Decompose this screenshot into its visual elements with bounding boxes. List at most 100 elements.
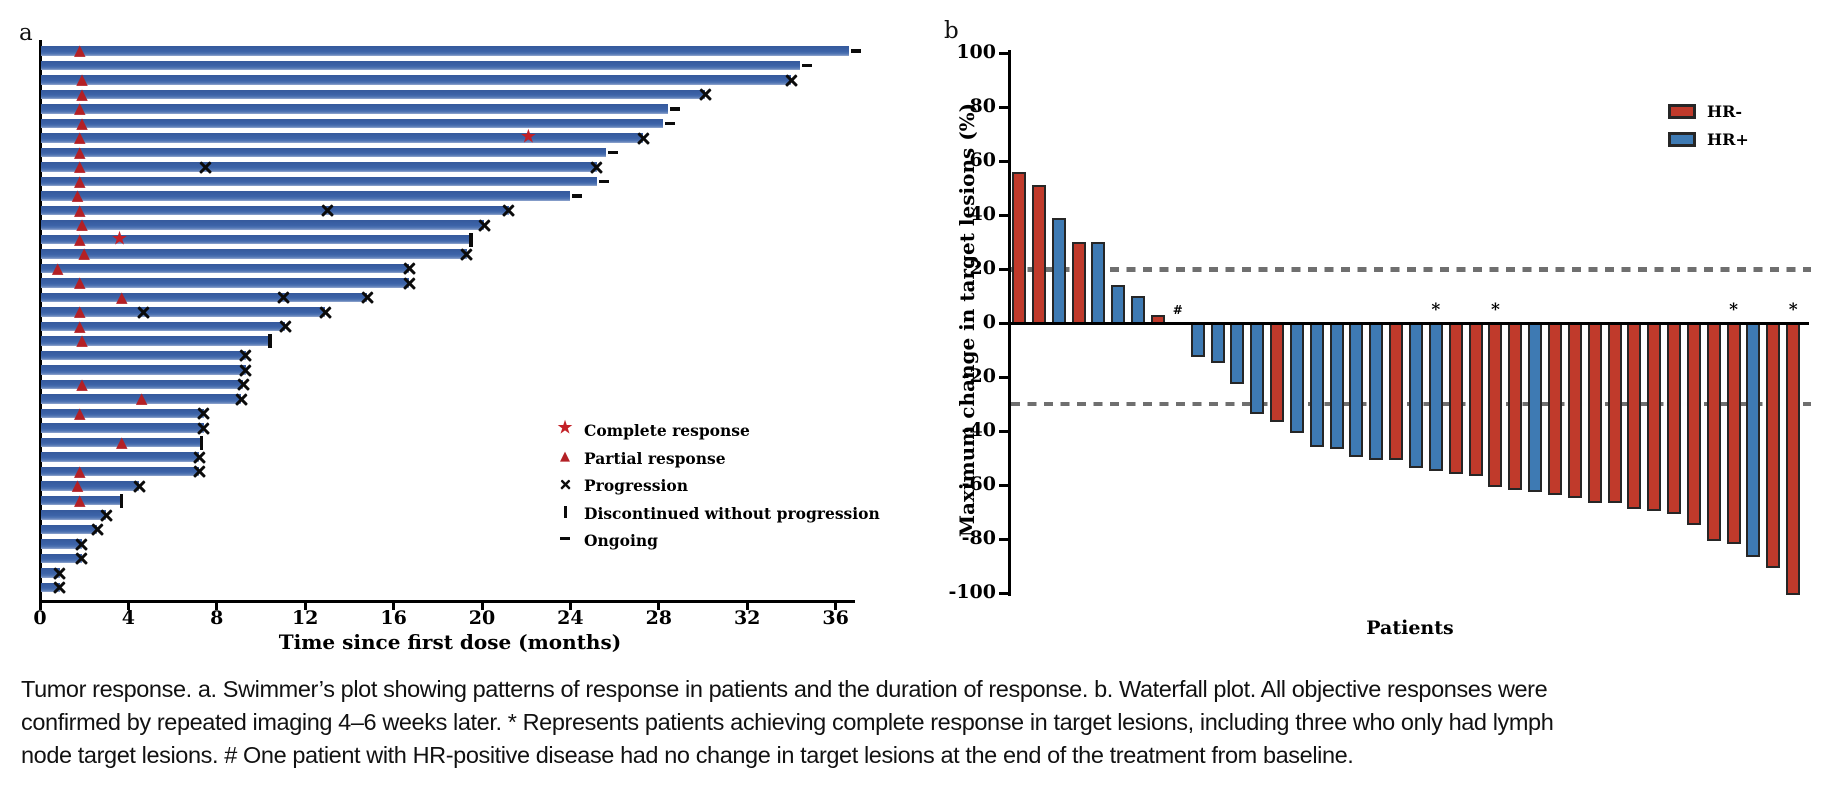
progression-x-icon xyxy=(238,363,253,378)
partial-response-triangle-icon: ▲ xyxy=(115,287,128,306)
waterfall-y-tick-label: 60 xyxy=(969,149,996,171)
progression-x-icon xyxy=(99,508,114,523)
swimmer-x-tick xyxy=(215,600,219,610)
swimmer-bar xyxy=(41,553,82,564)
swimmer-legend-label: Complete response xyxy=(584,421,750,440)
waterfall-bar xyxy=(1667,323,1682,514)
partial-response-triangle-icon: ▲ xyxy=(73,229,86,248)
swimmer-x-tick-label: 32 xyxy=(733,607,761,629)
partial-response-triangle-icon: ▲ xyxy=(73,98,86,117)
swimmer-bar xyxy=(41,539,82,549)
waterfall-bar xyxy=(1369,323,1384,460)
complete-response-star-icon: ★ xyxy=(111,227,129,250)
progression-x-icon xyxy=(402,276,417,291)
swimmer-x-tick xyxy=(38,600,42,610)
progression-x-icon xyxy=(589,160,604,175)
ongoing-dash-icon xyxy=(665,121,676,126)
partial-response-triangle-icon: ▲ xyxy=(73,171,86,190)
partial-response-triangle-icon: ▲ xyxy=(78,243,90,262)
progression-x-icon xyxy=(320,203,335,218)
swimmer-bar xyxy=(41,234,471,245)
waterfall-y-tick xyxy=(999,591,1008,595)
waterfall-bar xyxy=(1746,323,1761,558)
waterfall-bar xyxy=(1389,323,1404,460)
discontinued-bar-icon xyxy=(469,232,473,247)
swimmer-bar xyxy=(41,205,509,216)
waterfall-bar xyxy=(1409,323,1423,469)
partial-response-triangle-icon: ▲ xyxy=(76,84,88,103)
swimmer-legend-label: Progression xyxy=(584,476,688,495)
swimmer-x-tick-label: 8 xyxy=(210,607,224,629)
waterfall-legend-label: HR- xyxy=(1707,102,1743,121)
waterfall-bar xyxy=(1012,171,1026,325)
swimmer-bar xyxy=(41,510,107,520)
partial-response-triangle-icon: ▲ xyxy=(73,403,86,422)
waterfall-bar xyxy=(1031,185,1046,325)
waterfall-bar xyxy=(1071,242,1086,325)
progression-x-icon xyxy=(784,73,799,88)
progression-x-icon xyxy=(196,421,211,436)
swimmer-legend-label: Partial response xyxy=(584,448,726,468)
progression-x-icon xyxy=(132,479,147,494)
swimmer-bar xyxy=(41,60,801,71)
swimmer-x-axis-line xyxy=(38,600,855,603)
swimmer-bar xyxy=(41,582,60,593)
partial-response-triangle-icon: ▲ xyxy=(76,374,88,393)
swimmer-x-axis-title: Time since first dose (months) xyxy=(278,630,622,654)
waterfall-bar xyxy=(1508,323,1523,490)
partial-response-triangle-icon: ▲ xyxy=(76,69,88,88)
waterfall-bar xyxy=(1190,323,1205,358)
progression-x-icon xyxy=(234,392,249,407)
caption-line-2: confirmed by repeated imaging 4–6 weeks … xyxy=(21,709,1554,735)
swimmer-x-tick xyxy=(834,600,838,610)
waterfall-y-tick-label: -100 xyxy=(948,581,996,603)
swimmer-x-tick-label: 0 xyxy=(33,607,47,629)
progression-x-icon xyxy=(192,450,207,465)
swimmer-bar xyxy=(41,350,246,361)
waterfall-plot: b 100 80 60 40 20 0 -20 -40 -60 -80 -100 # * * * * Maxi… xyxy=(920,0,1835,660)
swimmer-bar xyxy=(41,162,597,172)
progression-x-icon xyxy=(501,203,516,218)
waterfall-y-tick-label: 20 xyxy=(969,257,996,279)
partial-response-triangle-icon: ▲ xyxy=(73,142,86,161)
discontinued-bar-icon xyxy=(120,493,124,508)
waterfall-bar xyxy=(1647,323,1662,512)
legend-ongoing-dash-icon xyxy=(560,537,570,541)
partial-response-triangle-icon: ▲ xyxy=(76,214,88,233)
waterfall-bar xyxy=(1627,323,1642,509)
swimmer-bar xyxy=(41,365,246,375)
waterfall-bar xyxy=(1488,323,1503,487)
waterfall-bar xyxy=(1786,323,1801,595)
waterfall-legend-swatch xyxy=(1668,104,1696,119)
swimmer-bar xyxy=(41,292,368,303)
swimmer-bar xyxy=(41,278,410,288)
swimmer-bar xyxy=(41,495,122,506)
waterfall-bar xyxy=(1428,323,1443,471)
waterfall-bar xyxy=(1587,323,1602,504)
partial-response-triangle-icon: ▲ xyxy=(71,185,84,204)
swimmer-x-tick-label: 20 xyxy=(468,607,496,629)
swimmer-y-axis-line xyxy=(38,40,42,603)
progression-x-icon xyxy=(196,406,211,421)
waterfall-bar xyxy=(1289,323,1304,433)
swimmer-bar xyxy=(41,423,204,433)
waterfall-baseline xyxy=(1009,321,1809,325)
swimmer-bar xyxy=(41,220,485,230)
swimmer-bar xyxy=(41,249,467,259)
partial-response-triangle-icon: ▲ xyxy=(51,258,64,277)
progression-x-icon xyxy=(52,566,67,581)
waterfall-bar xyxy=(1111,285,1126,325)
swimmer-bar xyxy=(41,75,792,85)
partial-response-triangle-icon: ▲ xyxy=(135,388,148,407)
waterfall-y-tick-label: 0 xyxy=(982,311,996,333)
progression-x-icon xyxy=(360,290,375,305)
swimmer-bar xyxy=(41,89,706,100)
waterfall-bar xyxy=(1726,323,1741,544)
partial-response-triangle-icon: ▲ xyxy=(73,156,86,175)
partial-response-triangle-icon: ▲ xyxy=(73,301,86,320)
waterfall-bar xyxy=(1210,323,1225,363)
waterfall-y-tick xyxy=(999,483,1008,487)
swimmer-x-tick-label: 24 xyxy=(557,607,584,629)
partial-response-triangle-icon: ▲ xyxy=(73,40,86,59)
waterfall-y-tick xyxy=(999,159,1008,163)
